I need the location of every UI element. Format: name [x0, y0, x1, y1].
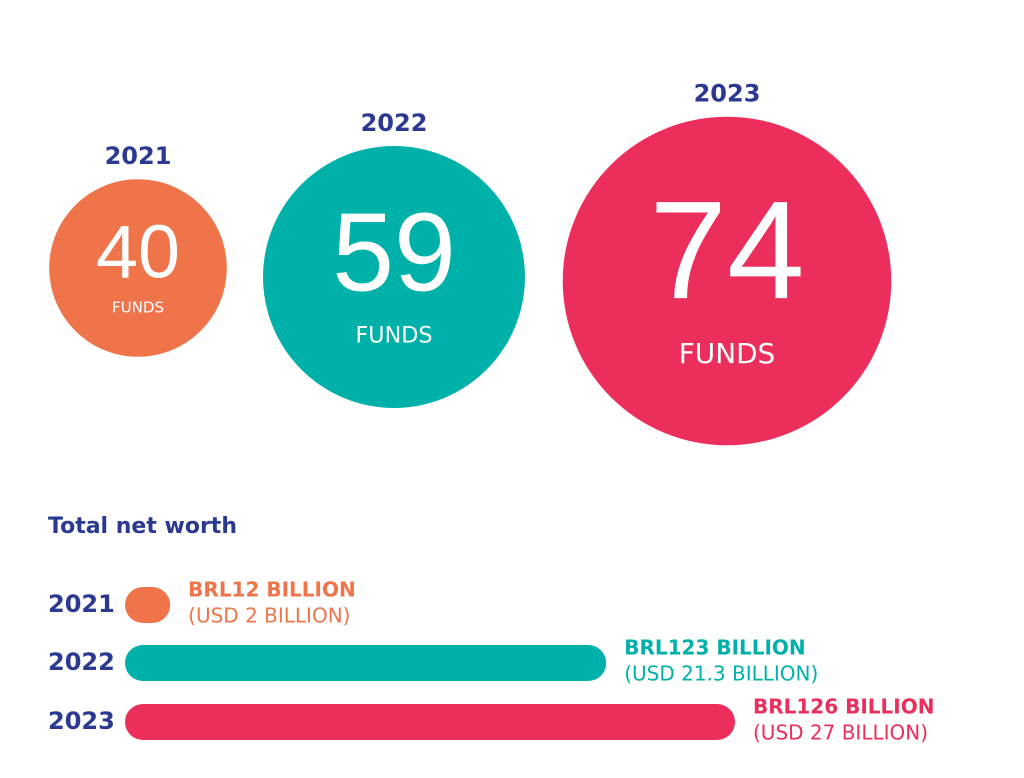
net-worth-title: Total net worth: [48, 514, 237, 539]
bubble-unit: FUNDS: [356, 322, 433, 348]
brl-label: BRL126 BILLION: [753, 695, 934, 719]
bar: [125, 645, 607, 681]
year-label: 2022: [361, 109, 428, 137]
bar: [125, 704, 735, 740]
bubble-value: 59: [332, 190, 456, 315]
year-label: 2021: [105, 142, 172, 170]
bubble-unit: FUNDS: [112, 298, 164, 316]
usd-label: (USD 27 BILLION): [753, 721, 928, 745]
bubble-value: 74: [649, 172, 804, 328]
year-label: 2023: [48, 707, 115, 735]
year-label: 2023: [694, 80, 761, 108]
bubble: [562, 116, 892, 446]
bubble-unit: FUNDS: [679, 337, 776, 370]
usd-label: (USD 2 BILLION): [188, 604, 350, 628]
bubble-value: 40: [96, 209, 180, 293]
usd-label: (USD 21.3 BILLION): [624, 662, 818, 686]
brl-label: BRL12 BILLION: [188, 578, 356, 602]
year-label: 2021: [48, 590, 115, 618]
bubble: [49, 179, 227, 357]
bubble: [263, 146, 525, 408]
brl-label: BRL123 BILLION: [624, 636, 805, 660]
bar: [125, 587, 171, 623]
year-label: 2022: [48, 648, 115, 676]
